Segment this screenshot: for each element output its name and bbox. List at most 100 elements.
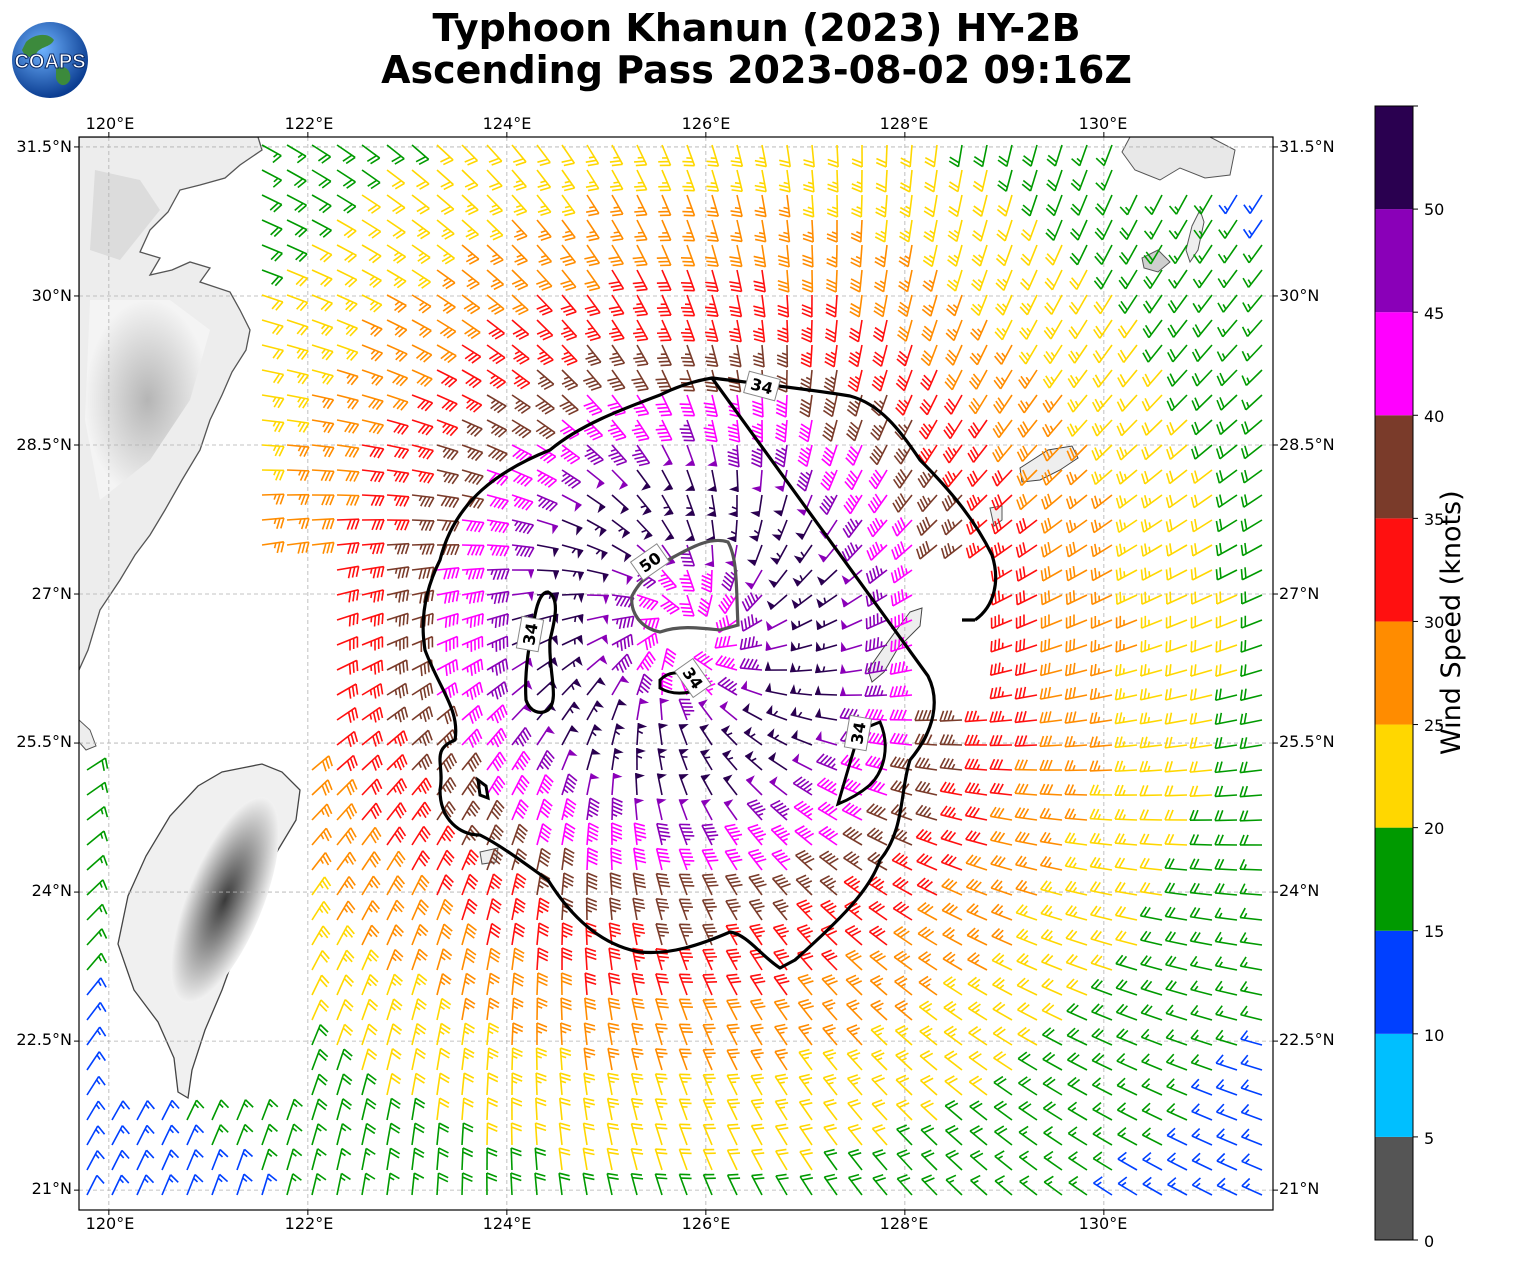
wind-barb [948,144,963,168]
wind-barb [511,169,527,191]
wind-barb-feather [1070,207,1080,216]
wind-barb-feather [802,208,814,214]
wind-barb-feather [1046,183,1056,192]
wind-barb-half-feather [467,203,473,208]
globe-icon: COAPS [12,22,88,98]
wind-barb [658,194,672,217]
wind-barb-shaft [957,169,963,192]
wind-barb [386,144,405,165]
wind-barb-feather [322,229,332,238]
wind-barb-feather [899,231,910,239]
wind-barb [706,219,719,242]
wind-barb-feather [635,213,647,217]
wind-barb [336,244,357,263]
wind-barb-feather [419,207,430,215]
wind-barb-shaft [786,244,790,267]
wind-barb-shaft [711,219,719,242]
wind-barb-feather [584,255,596,260]
wind-barb [778,169,791,193]
wind-barb [261,244,283,262]
wind-barb-shaft [461,169,479,186]
wind-barb-feather [754,263,766,268]
wind-barb-shaft [1224,219,1238,239]
wind-barb-feather [347,230,357,239]
wind-barb-shaft [536,194,552,213]
wind-barb-feather [513,182,524,188]
wind-barb [311,169,332,189]
wind-barb-shaft [436,244,455,259]
wind-barb-feather [561,208,573,213]
wind-barb-shaft [611,144,624,165]
wind-barb-feather [612,213,623,217]
wind-barb-shaft [761,169,767,192]
wind-barb-half-feather [807,181,814,185]
wind-barb-feather [417,254,428,262]
wind-barb [461,219,480,241]
wind-barb-feather [683,214,695,217]
wind-barb [753,244,767,268]
wind-barb-half-feather [856,206,862,210]
wind-barb-shaft [1054,169,1063,192]
wind-barb-half-feather [1101,157,1107,163]
wind-barb-feather [731,214,743,218]
wind-barb-half-feather [564,230,571,234]
wind-barb-feather [394,157,405,165]
wind-barb-feather [392,229,403,237]
wind-barb-feather [1095,157,1105,167]
wind-barb-feather [1121,227,1130,237]
wind-barb [850,244,863,268]
wind-barb-feather [541,260,552,266]
wind-barb-feather [683,189,695,192]
title-line-2: Ascending Pass 2023-08-02 09:16Z [381,48,1132,92]
wind-barb [1095,169,1113,191]
wind-barb [586,194,600,217]
wind-barb-half-feather [905,205,911,210]
wind-barb-feather [296,155,307,164]
wind-barb [1094,219,1113,241]
wind-barb-feather [1022,204,1032,213]
wind-barb-half-feather [856,181,863,185]
wind-barb-feather [273,204,283,213]
wind-barb [754,169,767,193]
wind-barb-feather [634,210,646,213]
wind-barb-feather [779,213,790,218]
wind-barb-feather [802,262,814,268]
wind-barb-shaft [710,569,713,593]
wind-barb-half-feather [734,232,741,235]
wind-barb-feather [465,255,477,263]
wind-barb-shaft [811,144,815,167]
wind-barb [1243,194,1263,214]
wind-barb-feather [923,235,934,243]
wind-barb-half-feather [564,180,571,184]
wind-barb [899,169,913,193]
wind-barb-half-feather [807,231,814,235]
wind-barb-feather [538,233,549,238]
wind-barb-feather [635,164,647,167]
wind-barb-feather [730,185,742,189]
wind-barb-shaft [411,144,430,160]
wind-barb-half-feather [904,230,911,235]
wind-barb-half-feather [662,232,668,234]
wind-barb [972,194,988,217]
wind-barb [486,144,503,166]
wind-barb-feather [416,230,427,238]
wind-barb [899,219,913,243]
wind-barb [461,244,480,265]
wind-barb-feather [609,160,621,163]
wind-barb-shaft [361,244,382,257]
wind-barb-shaft [786,194,791,217]
wind-barb-feather [1046,158,1056,167]
wind-barb-feather [1047,204,1057,213]
wind-barb-shaft [884,169,888,193]
wind-barb-feather [731,189,743,193]
wind-barb [729,244,743,268]
wind-barb-shaft [981,169,988,192]
wind-barb-feather [779,163,791,168]
wind-barb [778,144,791,168]
wind-barb [1022,144,1038,167]
wind-barb-shaft [1102,194,1113,216]
wind-barb-feather [1094,206,1104,216]
wind-barb-feather [706,260,718,264]
wind-barb-feather [588,262,600,267]
wind-barb [1094,194,1113,216]
